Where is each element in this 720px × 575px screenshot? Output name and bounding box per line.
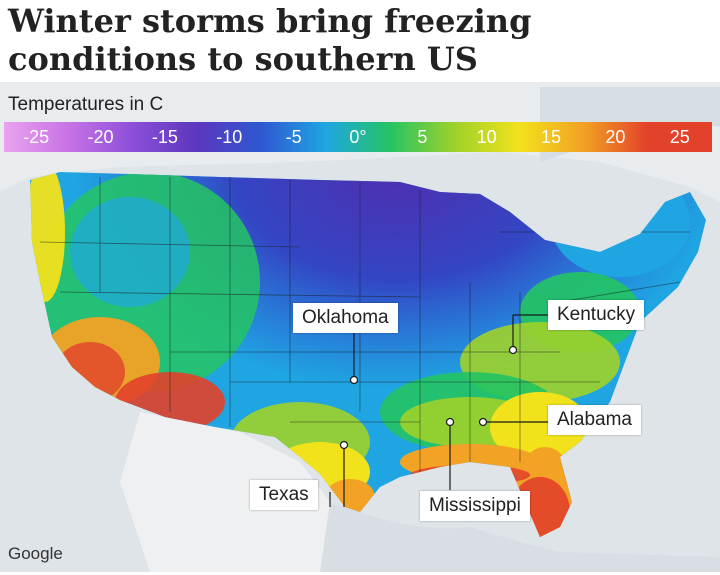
temperature-legend-bar: -25 -20 -15 -10 -5 0° 5 10 15 20 25 [4, 122, 712, 152]
texas-marker [339, 440, 349, 450]
label-kentucky: Kentucky [548, 300, 645, 330]
label-texas: Texas [250, 480, 318, 510]
legend-tick: -5 [261, 122, 326, 152]
google-attribution: Google [8, 544, 63, 563]
label-oklahoma: Oklahoma [293, 303, 398, 333]
legend-tick: -25 [4, 122, 69, 152]
legend-tick: 10 [454, 122, 519, 152]
legend-tick: -20 [68, 122, 133, 152]
headline: Winter storms bring freezing conditions … [8, 2, 532, 78]
mississippi-marker [445, 417, 455, 427]
legend-title: Temperatures in C [8, 94, 164, 115]
oklahoma-marker [349, 375, 359, 385]
kentucky-marker [508, 345, 518, 355]
legend-tick: 0° [325, 122, 391, 152]
alabama-marker [478, 417, 488, 427]
label-alabama: Alabama [548, 405, 641, 435]
label-mississippi: Mississippi [420, 491, 530, 521]
state-borders [39, 177, 690, 477]
legend-tick: 25 [647, 122, 712, 152]
callout-markers [329, 314, 548, 507]
legend-tick: 15 [518, 122, 584, 152]
legend-tick: 5 [390, 122, 455, 152]
gulf-of-mexico [300, 502, 720, 572]
legend-tick: 20 [583, 122, 648, 152]
legend-tick: -10 [197, 122, 262, 152]
legend-tick: -15 [132, 122, 198, 152]
mexico-land [120, 412, 330, 572]
